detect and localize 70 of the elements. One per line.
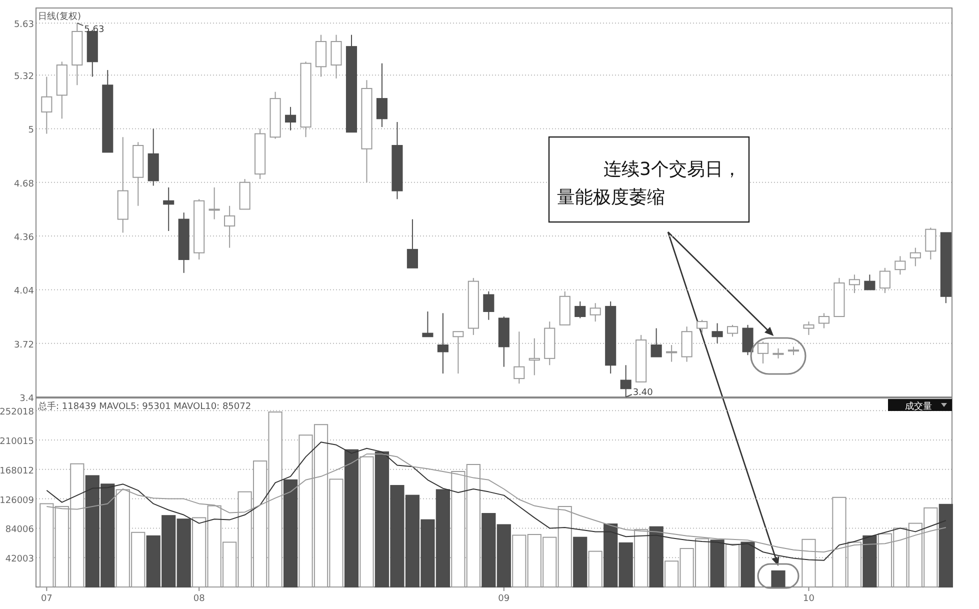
bar	[649, 526, 664, 588]
y-tick-label: 84006	[5, 525, 34, 536]
x-tick-label: 09	[498, 594, 510, 604]
chart-title: 日线(复权)	[38, 11, 82, 22]
annotation: 连续3个交易日，	[604, 159, 741, 180]
annotation: 量能极度萎缩	[557, 187, 665, 208]
candlestick	[285, 106, 296, 131]
candlestick	[41, 76, 52, 134]
candlestick	[910, 247, 921, 267]
annotation: 成交量	[905, 401, 932, 412]
bar	[938, 504, 953, 588]
annotation: 5.63	[84, 25, 104, 36]
y-tick-label: 5.63	[14, 20, 34, 30]
y-tick-label: 168012	[0, 466, 34, 476]
x-tick-label: 07	[40, 594, 52, 604]
y-tick-label: 4.04	[14, 286, 34, 297]
candlestick	[528, 338, 540, 376]
candlestick	[590, 302, 601, 322]
y-tick-label: 5	[28, 126, 34, 136]
candlestick	[742, 324, 754, 356]
candlestick	[620, 364, 632, 398]
y-tick-label: 4.36	[14, 233, 34, 244]
y-tick-label: 42003	[5, 554, 34, 565]
candlestick	[452, 331, 464, 374]
y-tick-label: 252018	[0, 408, 34, 418]
candlestick	[208, 186, 220, 220]
candlestick	[925, 227, 936, 260]
candlestick	[726, 324, 738, 338]
candlestick	[666, 344, 678, 362]
bar	[344, 449, 359, 588]
text: 总手: 118439 MAVOL5: 95301 MAVOL10: 85072	[37, 401, 252, 412]
annotation: 3.40	[632, 388, 654, 398]
y-tick-label: 3.4	[20, 394, 34, 404]
candlestick	[696, 319, 708, 334]
line-series	[46, 442, 946, 561]
y-tick-label: 3.72	[14, 340, 34, 350]
candlestick	[376, 62, 388, 128]
bar	[740, 542, 755, 588]
candlestick	[803, 321, 814, 336]
y-tick-label: 5.32	[14, 72, 34, 82]
candlestick	[864, 274, 876, 290]
candlestick	[437, 312, 448, 374]
candlestick	[330, 34, 342, 79]
candlestick	[757, 341, 769, 364]
candlestick	[712, 322, 723, 344]
bar	[573, 536, 588, 588]
candlestick	[422, 310, 434, 338]
bar	[710, 540, 724, 588]
candlestick	[406, 218, 418, 268]
candlestick	[894, 256, 906, 276]
candlestick	[848, 274, 860, 294]
candlestick	[483, 290, 494, 320]
candlestick	[879, 267, 890, 294]
bar	[283, 479, 298, 588]
candlestick	[163, 186, 174, 232]
y-tick-label: 210015	[0, 436, 34, 447]
candlestick	[650, 328, 662, 358]
y-tick-label: 126009	[0, 496, 34, 506]
candlestick	[224, 205, 236, 248]
bar	[725, 544, 740, 588]
bar	[771, 570, 786, 588]
candlestick	[514, 331, 525, 384]
bar	[862, 535, 877, 588]
bar	[588, 550, 602, 588]
x-tick-label: 10	[803, 594, 815, 604]
candlestick	[772, 348, 784, 359]
y-tick-label: 4.68	[14, 179, 34, 190]
x-tick-label: 08	[193, 594, 206, 604]
candlestick	[574, 300, 586, 319]
candlestick	[818, 312, 830, 329]
